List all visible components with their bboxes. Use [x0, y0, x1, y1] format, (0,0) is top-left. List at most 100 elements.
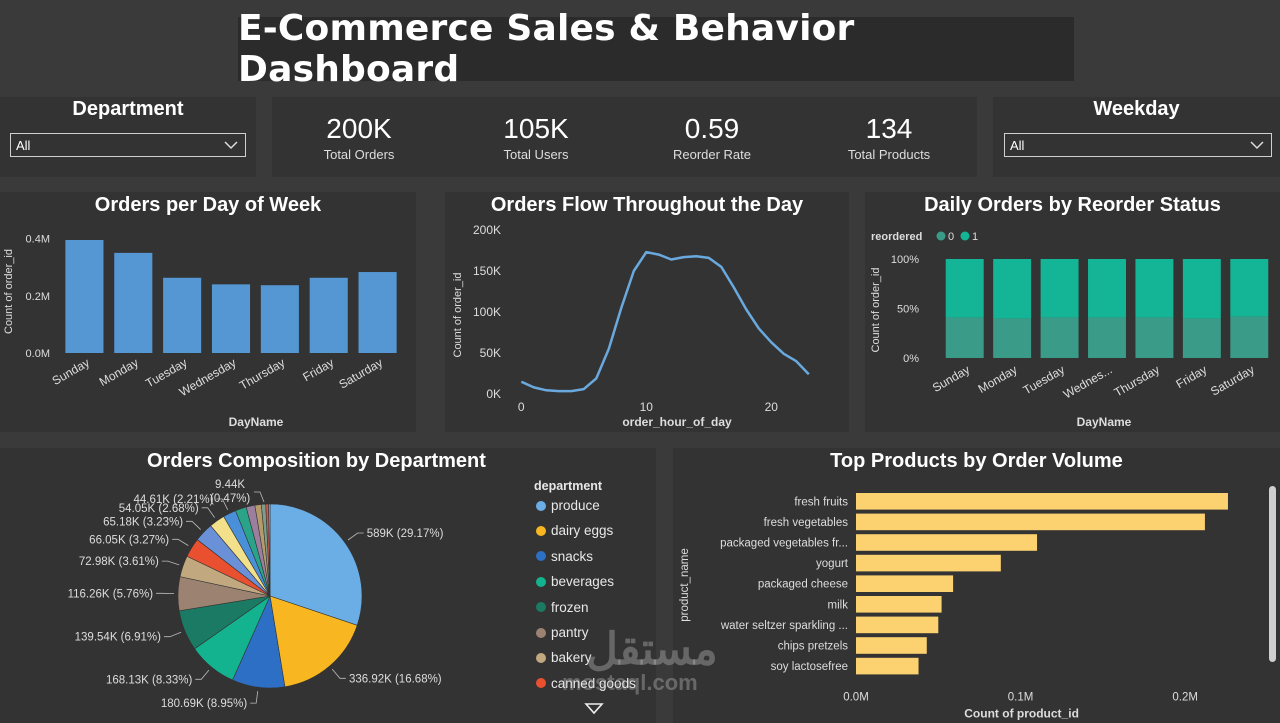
legend-item[interactable]: frozen [536, 600, 589, 615]
pie-slice [269, 503, 363, 626]
y-tick-label: fresh fruits [794, 496, 848, 508]
y-tick-label: packaged vegetables fr... [720, 538, 848, 550]
x-tick-label: Sunday [930, 362, 972, 394]
y-tick-label: 0.4M [26, 234, 50, 246]
x-tick-label: 10 [640, 400, 654, 414]
kpi-label: Total Products [847, 147, 931, 162]
legend-dot [536, 551, 546, 562]
legend-dot [536, 576, 546, 587]
legend-item[interactable]: canned goods [536, 676, 636, 691]
bar [856, 657, 919, 675]
kpi-label: Total Users [503, 147, 569, 162]
y-axis-label: Count of order_id [452, 273, 464, 358]
legend-title: department [534, 479, 603, 493]
leader-line [254, 491, 265, 503]
legend-item[interactable]: bakery [536, 650, 592, 665]
legend-dot [936, 231, 946, 241]
legend-item[interactable]: dairy eggs [536, 523, 613, 538]
department-dropdown-value: All [16, 137, 31, 153]
top-products-panel: Top Products by Order Volume fresh fruit… [673, 448, 1280, 723]
chevron-down-icon [1250, 141, 1264, 150]
legend-item[interactable]: pantry [536, 625, 589, 640]
y-tick-label: packaged cheese [758, 579, 848, 591]
x-tick-label: Sunday [50, 355, 92, 387]
legend-dot [960, 231, 970, 241]
kpi-total-users: 105K Total Users [466, 113, 606, 162]
legend-item[interactable]: beverages [536, 574, 614, 589]
bar [856, 575, 954, 592]
legend-dot [536, 525, 546, 536]
bar-segment-0 [1088, 317, 1126, 358]
chart-title: Daily Orders by Reorder Status [924, 194, 1221, 216]
x-tick-label: Saturday [1208, 362, 1257, 398]
y-axis-label: Count of order_id [870, 268, 882, 353]
kpi-value: 134 [865, 113, 913, 144]
department-dropdown[interactable]: All [10, 133, 246, 157]
weekday-slicer: Weekday All [993, 97, 1280, 177]
legend-dot [536, 678, 546, 689]
pie-slice [268, 503, 271, 597]
kpi-value: 0.59 [684, 113, 740, 144]
leader-line [250, 691, 259, 704]
legend-label: snacks [551, 548, 594, 564]
kpi-total-products: 134 Total Products [819, 113, 959, 162]
x-tick-label: Monday [976, 362, 1020, 395]
weekday-slicer-title: Weekday [1093, 98, 1180, 120]
vertical-scrollbar[interactable] [1269, 486, 1276, 662]
y-tick-label: 50% [897, 304, 919, 316]
data-label: 44.61K (2.21%) [134, 494, 214, 506]
bar [163, 277, 202, 353]
y-tick-label: 200K [473, 223, 501, 237]
y-tick-label: 50K [480, 346, 501, 360]
y-tick-label: 100K [473, 305, 501, 319]
x-tick-label: Saturday [336, 355, 385, 391]
y-tick-label: milk [828, 599, 849, 611]
x-tick-label: Friday [300, 355, 336, 384]
dashboard-title: E-Commerce Sales & Behavior Dashboard [238, 8, 855, 90]
bar-segment-1 [1182, 259, 1221, 319]
watermark: مستقل mostaql.com [560, 628, 718, 694]
leader-line [331, 668, 346, 679]
chart-title: Orders Composition by Department [147, 450, 486, 472]
bar-segment-0 [1230, 316, 1269, 358]
bar-segment-0 [945, 317, 984, 358]
y-tick-label: yogurt [816, 558, 849, 570]
data-label: 139.54K (6.91%) [75, 632, 161, 644]
legend-scroll-down-icon[interactable] [584, 703, 604, 715]
orders-flow-panel: Orders Flow Throughout the Day 0K 50K 100K… [445, 192, 849, 432]
x-tick-label: Tuesday [1021, 362, 1067, 397]
department-slicer-title: Department [72, 98, 184, 120]
legend-label: canned goods [551, 675, 636, 691]
bar [309, 277, 348, 353]
legend-label: 0 [948, 231, 954, 243]
data-label: 9.44K [215, 479, 245, 491]
bar-segment-1 [1135, 259, 1174, 318]
data-label: 65.18K (3.23%) [103, 516, 183, 528]
y-tick-label: 0.0M [26, 348, 50, 360]
bar-segment-1 [993, 259, 1032, 319]
x-tick-label: 0.1M [1008, 691, 1034, 703]
y-tick-label: soy lactosefree [771, 661, 848, 673]
weekday-dropdown[interactable]: All [1004, 133, 1272, 157]
x-tick-label: 0 [518, 400, 525, 414]
bar-segment-0 [993, 318, 1032, 358]
orders-flow-chart: 0K 50K 100K 150K 200K 0 10 20 order_hour_of_day C… [452, 223, 810, 429]
y-tick-label: chips pretzels [778, 641, 849, 653]
data-label: 180.69K (8.95%) [161, 698, 247, 710]
chart-title: Orders Flow Throughout the Day [490, 194, 804, 216]
kpi-reorder-rate: 0.59 Reorder Rate [642, 113, 782, 162]
legend-label: beverages [551, 574, 615, 590]
weekday-dropdown-value: All [1010, 137, 1025, 153]
bar-segment-1 [1040, 259, 1079, 318]
bar [856, 616, 939, 634]
legend-label: produce [551, 498, 600, 513]
y-tick-label: 0K [486, 387, 501, 401]
leader-line [347, 532, 364, 541]
watermark-arabic: مستقل [586, 625, 718, 674]
reorder-status-chart: reordered 0 1 0% 50% 100% Sunday Monday TuesdayW… [870, 231, 1269, 429]
watermark-latin: mostaql.com [562, 670, 698, 695]
legend-item[interactable]: produce [536, 498, 600, 513]
top-products-chart: fresh fruits fresh vegetables packaged veg… [679, 493, 1228, 720]
legend-item[interactable]: snacks [536, 549, 593, 564]
y-axis-label: Count of order_id [3, 249, 15, 334]
